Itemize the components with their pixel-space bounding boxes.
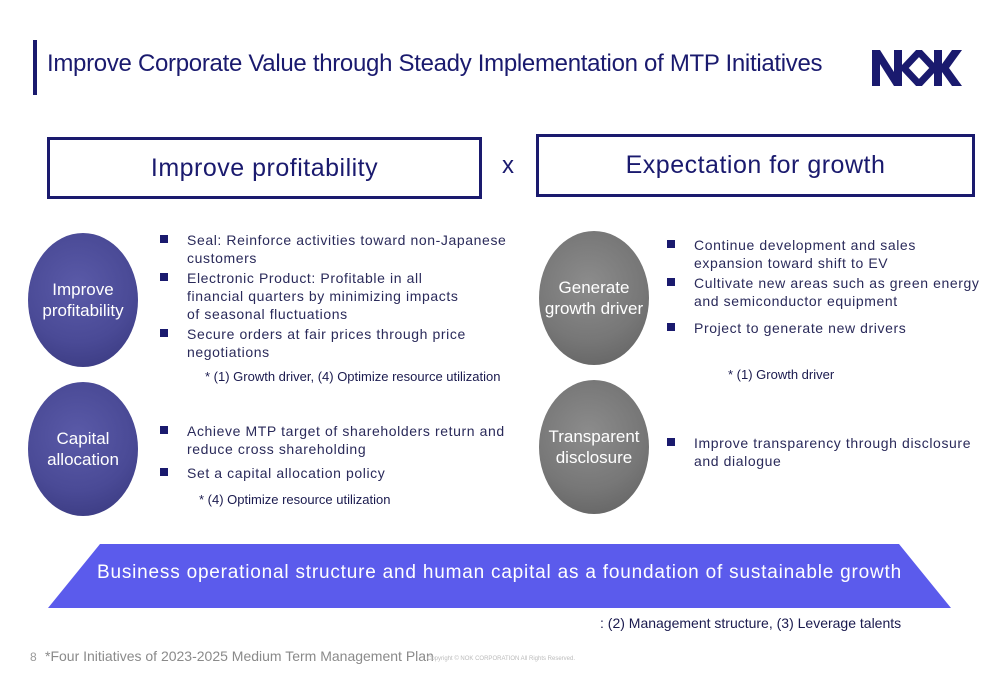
improve-profitability-box: Improve profitability bbox=[47, 137, 482, 199]
circle-label-line: disclosure bbox=[555, 448, 633, 467]
list-item-line: financial quarters by minimizing impacts bbox=[187, 288, 459, 304]
page-title: Improve Corporate Value through Steady I… bbox=[47, 50, 823, 77]
circle-label-line: Improve bbox=[52, 280, 114, 299]
list-item: Project to generate new drivers bbox=[667, 319, 987, 337]
nok-logo bbox=[872, 50, 962, 86]
profitability-note: * (1) Growth driver, (4) Optimize resour… bbox=[205, 369, 501, 384]
list-item-line: of seasonal fluctuations bbox=[187, 306, 348, 322]
expectation-for-growth-box: Expectation for growth bbox=[536, 134, 975, 197]
bullet-square-icon bbox=[667, 240, 675, 248]
list-item: Continue development and sales expansion … bbox=[667, 236, 987, 272]
generate-growth-driver-circle: Generate growth driver bbox=[539, 231, 649, 365]
list-item-line: Improve transparency through disclosure bbox=[694, 435, 972, 451]
list-item-line: Electronic Product: Profitable in all bbox=[187, 270, 423, 286]
copyright-text: Copyright © NOK CORPORATION All Rights R… bbox=[427, 656, 576, 662]
list-item-line: and dialogue bbox=[694, 453, 782, 469]
footnote: *Four Initiatives of 2023-2025 Medium Te… bbox=[45, 648, 434, 664]
list-item-line: Project to generate new drivers bbox=[694, 320, 907, 336]
list-item: Electronic Product: Profitable in all fin… bbox=[160, 269, 520, 323]
list-item-line: Seal: Reinforce activities toward non-Ja… bbox=[187, 232, 507, 248]
list-item: Improve transparency through disclosure a… bbox=[667, 434, 987, 470]
improve-profitability-circle: Improve profitability bbox=[28, 233, 138, 367]
bullet-square-icon bbox=[160, 468, 168, 476]
profitability-bullet-list: Seal: Reinforce activities toward non-Ja… bbox=[160, 231, 520, 363]
circle-label-line: Transparent bbox=[548, 427, 640, 446]
list-item-line: expansion toward shift to EV bbox=[694, 255, 889, 271]
foundation-note: : (2) Management structure, (3) Leverage… bbox=[600, 615, 902, 631]
circle-label-line: allocation bbox=[47, 450, 119, 469]
bullet-square-icon bbox=[160, 426, 168, 434]
transparent-disclosure-circle: Transparent disclosure bbox=[539, 380, 649, 514]
list-item-line: customers bbox=[187, 250, 257, 266]
bullet-square-icon bbox=[667, 323, 675, 331]
list-item: Seal: Reinforce activities toward non-Ja… bbox=[160, 231, 520, 267]
foundation-text: Business operational structure and human… bbox=[97, 562, 902, 583]
capital-bullet-list: Achieve MTP target of shareholders retur… bbox=[160, 422, 520, 482]
bullet-square-icon bbox=[160, 235, 168, 243]
list-item-line: negotiations bbox=[187, 344, 270, 360]
bullet-square-icon bbox=[160, 273, 168, 281]
foundation-band bbox=[48, 544, 951, 608]
list-item: Set a capital allocation policy bbox=[160, 464, 520, 482]
list-item-line: Achieve MTP target of shareholders retur… bbox=[187, 423, 505, 439]
circle-label-line: growth driver bbox=[544, 299, 644, 318]
capital-allocation-circle: Capital allocation bbox=[28, 382, 138, 516]
list-item-line: Secure orders at fair prices through pri… bbox=[187, 326, 466, 342]
circle-label-line: Capital bbox=[56, 429, 110, 448]
list-item-line: reduce cross shareholding bbox=[187, 441, 367, 457]
list-item: Achieve MTP target of shareholders retur… bbox=[160, 422, 520, 458]
growth-bullet-list: Continue development and sales expansion … bbox=[667, 236, 987, 337]
list-item-line: and semiconductor equipment bbox=[694, 293, 898, 309]
multiply-sign: x bbox=[502, 152, 514, 179]
list-item-line: Cultivate new areas such as green energy bbox=[694, 275, 980, 291]
transparency-bullet-list: Improve transparency through disclosure a… bbox=[667, 434, 987, 470]
circle-label-line: Generate bbox=[558, 278, 630, 297]
list-item: Cultivate new areas such as green energy… bbox=[667, 274, 987, 310]
bullet-square-icon bbox=[160, 329, 168, 337]
list-item-line: Set a capital allocation policy bbox=[187, 465, 386, 481]
circle-label-line: profitability bbox=[42, 301, 124, 320]
list-item-line: Continue development and sales bbox=[694, 237, 916, 253]
title-accent-bar bbox=[33, 40, 37, 95]
growth-note: * (1) Growth driver bbox=[728, 367, 835, 382]
page-number: 8 bbox=[30, 650, 37, 664]
capital-note: * (4) Optimize resource utilization bbox=[199, 492, 391, 507]
bullet-square-icon bbox=[667, 438, 675, 446]
bullet-square-icon bbox=[667, 278, 675, 286]
list-item: Secure orders at fair prices through pri… bbox=[160, 325, 520, 361]
